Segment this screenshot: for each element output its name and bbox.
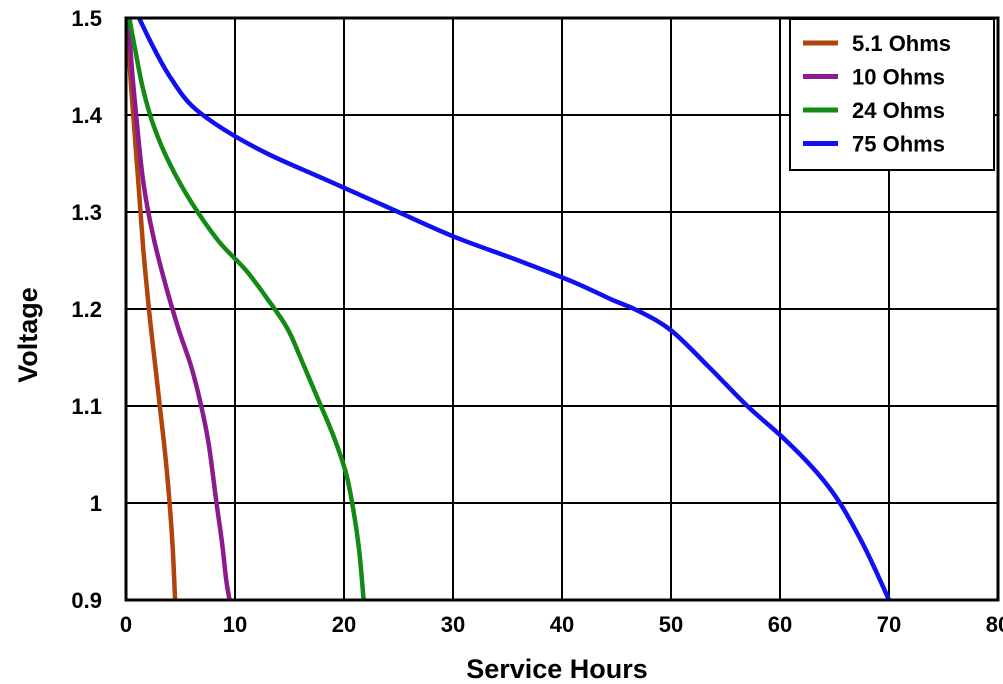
y-tick-label: 0.9 [71, 588, 102, 613]
series-line-3 [127, 17, 366, 601]
series-line-1 [124, 17, 178, 601]
x-tick-label: 0 [120, 612, 132, 637]
x-tick-label: 30 [441, 612, 465, 637]
x-tick-label: 10 [223, 612, 247, 637]
y-axis-title: Voltage [13, 287, 43, 383]
x-tick-label: 70 [877, 612, 901, 637]
y-tick-label: 1.2 [71, 297, 102, 322]
series-line-2 [125, 17, 232, 601]
series-line-4 [137, 17, 892, 601]
x-tick-label: 40 [550, 612, 574, 637]
legend-label: 75 Ohms [852, 132, 945, 157]
legend-label: 10 Ohms [852, 65, 945, 90]
legend: 5.1 Ohms 10 Ohms 24 Ohms 75 Ohms [789, 18, 995, 171]
series-group [124, 17, 892, 601]
x-tick-label: 20 [332, 612, 356, 637]
x-axis-title: Service Hours [466, 654, 648, 684]
y-axis-ticks: 0.9 1 1.1 1.2 1.3 1.4 1.5 [71, 6, 102, 613]
y-tick-label: 1.1 [71, 394, 102, 419]
grid [126, 18, 998, 600]
plot-frame [124, 16, 1000, 602]
y-tick-label: 1.5 [71, 6, 102, 31]
x-tick-label: 80 [986, 612, 1003, 637]
x-tick-label: 60 [768, 612, 792, 637]
legend-label: 24 Ohms [852, 98, 945, 123]
y-tick-label: 1 [90, 491, 102, 516]
x-tick-label: 50 [659, 612, 683, 637]
x-axis-ticks: 0 10 20 30 40 50 60 70 80 [120, 612, 1003, 637]
y-tick-label: 1.3 [71, 200, 102, 225]
y-tick-label: 1.4 [71, 103, 102, 128]
legend-label: 5.1 Ohms [852, 31, 951, 56]
